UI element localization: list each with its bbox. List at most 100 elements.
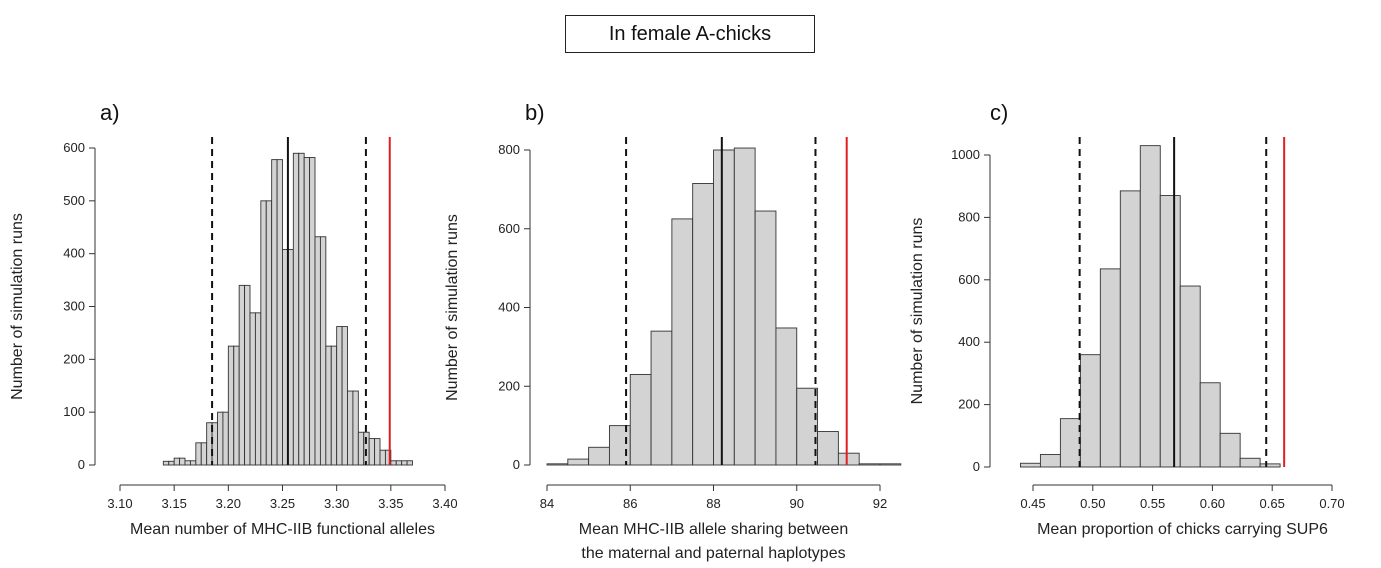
histogram-bar xyxy=(395,460,403,466)
y-tick-label: 200 xyxy=(958,397,980,412)
histogram-bar xyxy=(325,345,332,466)
histogram-bar xyxy=(650,330,673,466)
histogram-bar xyxy=(347,390,354,466)
y-tick-label: 0 xyxy=(973,459,980,474)
y-tick-label: 500 xyxy=(63,193,85,208)
histogram-bar xyxy=(401,460,408,466)
histogram-bar xyxy=(546,463,569,466)
histogram-bar xyxy=(292,152,300,466)
x-tick-label: 88 xyxy=(706,496,720,511)
x-tick-label: 90 xyxy=(790,496,804,511)
histogram-bar xyxy=(271,159,278,466)
histogram-bar xyxy=(200,442,208,466)
histogram-bar xyxy=(189,460,197,466)
histogram-bar xyxy=(692,183,714,466)
histogram-bar xyxy=(217,411,224,466)
y-axis-title: Number of simulation runs xyxy=(444,214,461,401)
histogram-bar xyxy=(1039,454,1061,468)
histogram-bar xyxy=(1219,432,1241,468)
histogram-bar xyxy=(336,326,343,466)
histogram-bar xyxy=(357,431,365,466)
histogram-bar xyxy=(319,236,327,466)
x-axis-title: Mean MHC-IIB allele sharing between xyxy=(579,521,848,538)
histogram-bar xyxy=(713,149,735,466)
histogram-bar xyxy=(1059,418,1081,468)
histogram-bar xyxy=(1199,382,1221,468)
histogram-bar xyxy=(222,411,229,466)
x-tick-label: 3.40 xyxy=(432,496,457,511)
histogram-bar xyxy=(588,446,610,466)
histogram-bar xyxy=(368,438,376,466)
x-tick-label: 84 xyxy=(540,496,554,511)
histogram-bar xyxy=(837,452,860,466)
histogram-bar xyxy=(309,157,316,466)
histogram-bar xyxy=(238,284,246,466)
histogram-bar xyxy=(629,373,652,466)
histogram-bar xyxy=(162,460,170,466)
y-tick-label: 0 xyxy=(513,457,520,472)
panel-letter: a) xyxy=(100,100,120,125)
x-axis-title: the maternal and paternal haplotypes xyxy=(581,545,845,562)
x-tick-label: 3.15 xyxy=(162,496,187,511)
histogram-bar xyxy=(384,449,392,466)
histogram-bar xyxy=(1139,145,1161,468)
y-tick-label: 0 xyxy=(78,457,85,472)
x-tick-label: 3.20 xyxy=(216,496,241,511)
y-tick-label: 600 xyxy=(958,272,980,287)
x-tick-label: 3.35 xyxy=(378,496,403,511)
histogram-bar xyxy=(406,460,413,466)
figure-title: In female A-chicks xyxy=(565,15,815,53)
histogram-bar xyxy=(314,236,321,466)
x-tick-label: 92 xyxy=(873,496,887,511)
histogram-bar xyxy=(249,312,256,466)
x-tick-label: 3.30 xyxy=(324,496,349,511)
y-axis-title: Number of simulation runs xyxy=(909,218,926,405)
y-tick-label: 200 xyxy=(63,351,85,366)
histogram-bar xyxy=(775,327,798,466)
histogram-bar xyxy=(733,147,756,466)
histogram-bar xyxy=(195,442,202,466)
x-tick-label: 3.10 xyxy=(107,496,132,511)
histogram-bar xyxy=(567,458,590,466)
histogram-bar xyxy=(858,463,881,466)
histogram-bar xyxy=(173,457,181,466)
x-tick-label: 0.70 xyxy=(1319,496,1344,511)
histogram-bar xyxy=(179,457,186,466)
histogram-bar xyxy=(168,460,175,466)
histogram-bar xyxy=(374,438,381,466)
panel-letter: c) xyxy=(990,100,1008,125)
histogram-bar xyxy=(390,460,397,466)
y-axis-title: Number of simulation runs xyxy=(9,213,26,400)
histogram-bar xyxy=(379,449,386,466)
histogram-bar xyxy=(227,345,235,466)
histogram-bar xyxy=(265,200,273,466)
histogram-bar xyxy=(1099,268,1121,468)
histogram-bar xyxy=(276,159,283,466)
x-tick-label: 0.65 xyxy=(1260,496,1285,511)
histogram-bar xyxy=(754,210,777,466)
histogram-bar xyxy=(1259,463,1281,468)
histogram-bar xyxy=(330,345,338,466)
y-tick-label: 600 xyxy=(63,140,85,155)
x-axis-title: Mean number of MHC-IIB functional allele… xyxy=(130,521,435,538)
y-tick-label: 200 xyxy=(498,378,520,393)
histogram-bar xyxy=(341,326,348,466)
x-tick-label: 0.55 xyxy=(1140,496,1165,511)
y-tick-label: 400 xyxy=(498,300,520,315)
histogram-bar xyxy=(303,157,311,466)
x-tick-label: 0.60 xyxy=(1200,496,1225,511)
histogram-bar xyxy=(796,387,819,466)
x-axis-title: Mean proportion of chicks carrying SUP6 xyxy=(1037,521,1328,538)
histogram-bar xyxy=(184,460,191,466)
histogram-bar xyxy=(1179,285,1201,468)
histogram-bar xyxy=(1159,195,1181,468)
y-tick-label: 400 xyxy=(958,334,980,349)
histogram-bar xyxy=(817,431,839,466)
y-tick-label: 800 xyxy=(958,209,980,224)
histogram-bar xyxy=(1119,190,1141,468)
histogram-bar xyxy=(1019,462,1041,468)
y-tick-label: 300 xyxy=(63,299,85,314)
panel-letter: b) xyxy=(525,100,545,125)
histogram-bar xyxy=(233,345,240,466)
